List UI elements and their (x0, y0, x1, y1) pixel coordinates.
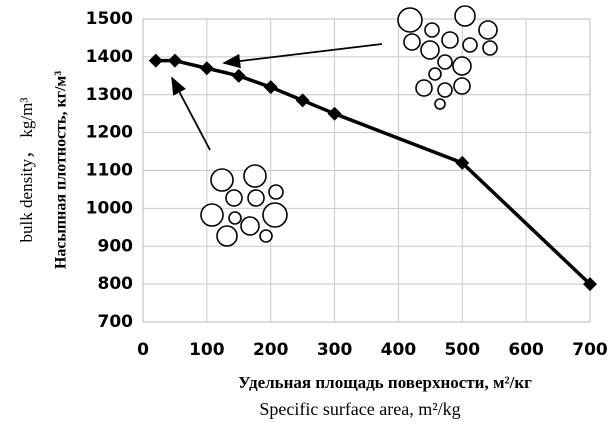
bubble (483, 41, 497, 55)
bubble (416, 80, 432, 96)
x-axis-label-ru: Удельная площадь поверхности, м²/кг (238, 373, 532, 392)
data-point (328, 107, 342, 121)
bubble (421, 41, 439, 59)
y-tick-label: 800 (98, 274, 134, 294)
bubble (244, 165, 266, 187)
bubble (438, 55, 452, 69)
bubble (211, 169, 233, 191)
bubble (463, 38, 477, 52)
data-point (264, 80, 278, 94)
y-tick-label: 1500 (86, 9, 133, 29)
bubble (455, 6, 475, 26)
bubble (479, 21, 497, 39)
bubble (438, 83, 452, 97)
bubble (201, 204, 223, 226)
bubble (435, 99, 445, 109)
data-point (168, 54, 182, 68)
x-tick-label: 300 (317, 340, 353, 360)
bubble (398, 8, 422, 32)
y-tick-label: 1400 (86, 47, 133, 67)
x-tick-label: 700 (572, 340, 608, 360)
y-axis-label-ru: Насыпная плотность, кг/м³ (53, 71, 70, 269)
bubble (226, 190, 242, 206)
bubble (263, 203, 287, 227)
bubble (404, 34, 420, 50)
arrow (224, 44, 382, 63)
x-tick-label: 100 (189, 340, 225, 360)
bubble-cluster-large (398, 6, 497, 109)
bubble (454, 78, 470, 94)
bubble (453, 57, 471, 75)
y-axis-label-en: bulk density， kg/m³ (17, 98, 36, 243)
bubble (425, 23, 439, 37)
arrow (172, 78, 210, 150)
x-tick-label: 200 (253, 340, 289, 360)
bubble (260, 230, 272, 242)
bubble (248, 190, 264, 206)
y-tick-label: 900 (98, 236, 134, 256)
x-tick-label: 500 (445, 340, 481, 360)
y-tick-label: 1200 (86, 123, 133, 143)
data-point (232, 69, 246, 83)
y-tick-label: 700 (98, 312, 134, 332)
data-point (200, 61, 214, 75)
y-tick-label: 1000 (86, 198, 133, 218)
bubble-cluster-small (201, 165, 287, 246)
bubble (241, 217, 259, 235)
x-tick-label: 400 (381, 340, 417, 360)
data-point (149, 54, 163, 68)
x-tick-label: 600 (508, 340, 544, 360)
x-axis-label-en: Specific surface area, m²/kg (259, 399, 460, 419)
plot-area: 700 800 900 1000 1100 1200 1300 1400 1500 0 100 200… (86, 9, 608, 360)
bubble (217, 226, 237, 246)
bubble (269, 185, 283, 199)
bubble (229, 212, 241, 224)
bubble (442, 32, 458, 48)
bubble (429, 68, 441, 80)
chart: 700 800 900 1000 1100 1200 1300 1400 1500 0 100 200… (0, 0, 616, 435)
data-point (296, 93, 310, 107)
y-tick-label: 1300 (86, 85, 133, 105)
x-tick-label: 0 (137, 340, 149, 360)
y-tick-label: 1100 (86, 161, 133, 181)
